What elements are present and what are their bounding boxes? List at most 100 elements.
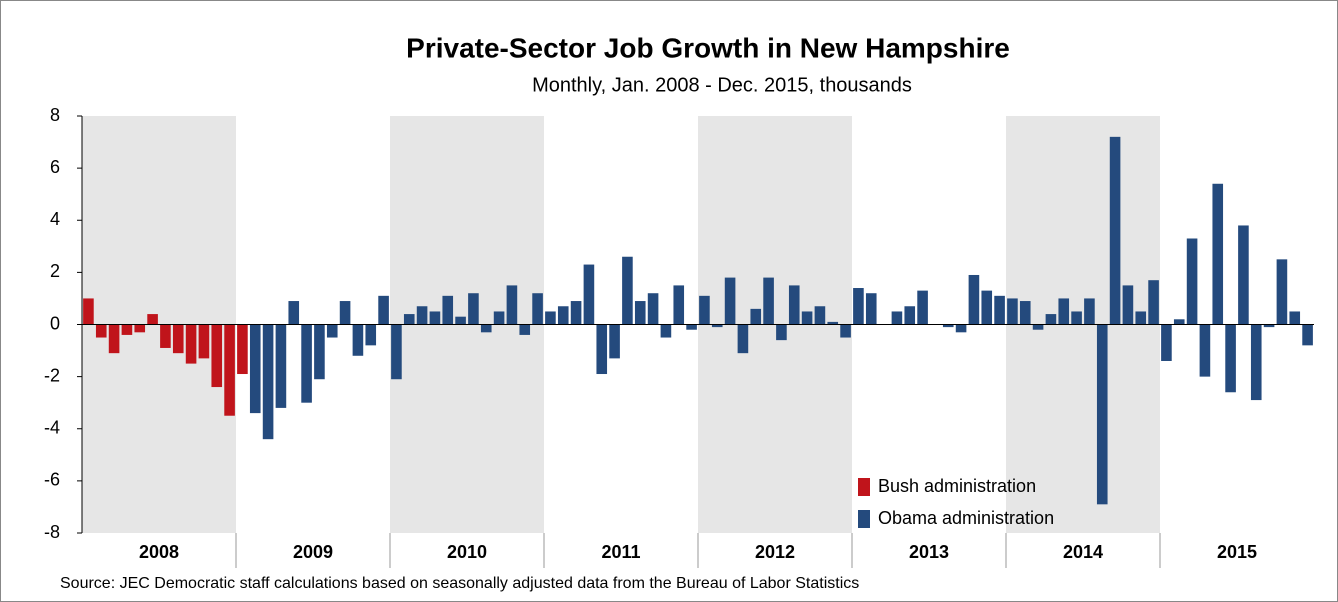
bar — [750, 308, 762, 325]
bar — [942, 324, 954, 328]
x-tick-label: 2010 — [447, 542, 487, 562]
bar — [776, 324, 787, 341]
bar — [955, 324, 967, 333]
x-tick-label: 2014 — [1063, 542, 1103, 562]
y-tick-label: -4 — [44, 418, 60, 438]
bar — [1263, 324, 1275, 328]
source-note: Source: JEC Democratic staff calculation… — [60, 575, 859, 592]
bar — [1161, 324, 1172, 361]
bar — [83, 298, 94, 325]
bar — [262, 324, 274, 440]
bar — [314, 324, 325, 380]
bar — [1186, 238, 1198, 325]
bar — [480, 324, 492, 333]
bar — [1199, 324, 1211, 377]
x-tick-label: 2009 — [293, 542, 333, 562]
bar — [788, 285, 800, 325]
bar — [1058, 298, 1070, 325]
bar — [455, 316, 466, 325]
bar — [545, 311, 556, 325]
bar — [1238, 225, 1249, 325]
bar — [699, 295, 710, 325]
bar — [686, 324, 697, 330]
bar — [1276, 259, 1288, 325]
bar — [121, 324, 133, 335]
bar — [1148, 280, 1159, 325]
bar — [622, 256, 633, 325]
bar — [237, 324, 248, 375]
bar — [506, 285, 518, 325]
y-tick-label: -2 — [44, 365, 60, 385]
bar — [1007, 298, 1018, 325]
bar — [416, 306, 428, 325]
bar — [853, 288, 864, 325]
y-tick-label: 8 — [50, 105, 60, 125]
bar — [224, 324, 235, 416]
bar — [865, 293, 877, 325]
bar — [917, 290, 928, 325]
bar — [673, 285, 685, 325]
bar — [1096, 324, 1108, 505]
bar — [891, 311, 903, 325]
x-tick-label: 2015 — [1217, 542, 1257, 562]
bar — [288, 301, 300, 325]
bar — [827, 321, 839, 325]
bar — [981, 290, 993, 325]
bar — [429, 311, 441, 325]
bar — [1109, 136, 1121, 325]
bar — [660, 324, 672, 338]
bar — [352, 324, 364, 356]
chart-subtitle: Monthly, Jan. 2008 - Dec. 2015, thousand… — [532, 74, 912, 96]
bar — [609, 324, 620, 359]
bar — [1289, 311, 1301, 325]
bar — [1032, 324, 1044, 330]
bar — [108, 324, 120, 354]
bar — [1135, 311, 1147, 325]
bar — [1250, 324, 1262, 401]
y-tick-label: 6 — [50, 157, 60, 177]
bar — [1122, 285, 1134, 325]
bar — [1225, 324, 1236, 393]
bar — [134, 324, 146, 333]
legend-swatch — [858, 510, 870, 528]
y-tick-label: -6 — [44, 470, 60, 490]
bar — [711, 324, 723, 328]
bar — [95, 324, 107, 338]
y-tick-label: 2 — [50, 261, 60, 281]
bar — [570, 301, 582, 325]
x-tick-label: 2011 — [601, 542, 640, 562]
bar — [634, 301, 646, 325]
chart-title: Private-Sector Job Growth in New Hampshi… — [406, 32, 1010, 63]
bar — [1084, 298, 1095, 325]
bar — [557, 306, 569, 325]
bar — [275, 324, 287, 408]
x-tick-label: 2008 — [139, 542, 179, 562]
bar — [968, 274, 980, 325]
bar — [365, 324, 377, 346]
bar — [1173, 319, 1185, 325]
bar — [172, 324, 184, 354]
bar — [994, 295, 1005, 325]
legend-label: Bush administration — [878, 476, 1036, 496]
bar — [442, 295, 454, 325]
x-tick-label: 2012 — [755, 542, 795, 562]
bar — [147, 314, 158, 325]
bar — [211, 324, 223, 388]
y-tick-label: 0 — [50, 313, 60, 333]
bar — [814, 306, 826, 325]
bar — [249, 324, 261, 414]
bar — [840, 324, 851, 338]
bar — [801, 311, 813, 325]
y-tick-label: -8 — [44, 522, 60, 542]
legend-swatch — [858, 478, 870, 496]
bar — [904, 306, 916, 325]
bar — [198, 324, 210, 359]
bar — [391, 324, 402, 380]
bar — [1212, 183, 1224, 325]
bar — [1045, 314, 1057, 325]
bar — [185, 324, 197, 364]
x-tick-label: 2013 — [909, 542, 949, 562]
bar — [403, 314, 415, 325]
bar — [737, 324, 749, 354]
